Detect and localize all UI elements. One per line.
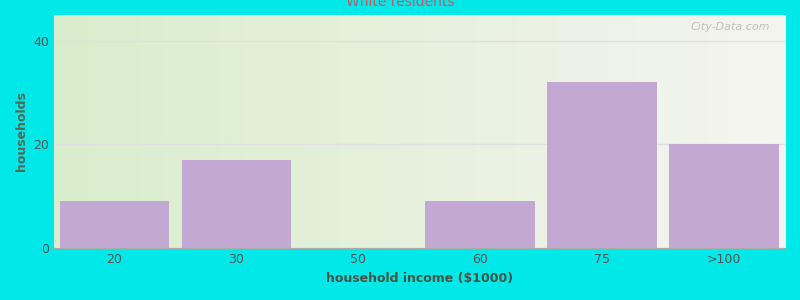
Bar xyxy=(426,201,535,248)
X-axis label: household income ($1000): household income ($1000) xyxy=(326,272,513,285)
Bar xyxy=(182,160,291,248)
Text: White residents: White residents xyxy=(346,0,454,9)
Y-axis label: households: households xyxy=(15,92,28,171)
Text: City-Data.com: City-Data.com xyxy=(691,22,770,32)
Bar xyxy=(547,82,657,248)
Bar xyxy=(60,201,170,248)
Bar xyxy=(669,144,779,248)
